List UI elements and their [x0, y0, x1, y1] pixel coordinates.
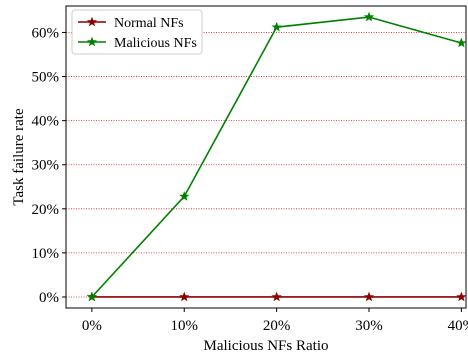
x-axis-ticks: 0% 10% 20% 30% 40% [82, 308, 468, 334]
legend-item: Malicious NFs [78, 36, 197, 51]
x-tick-label: 20% [263, 318, 291, 334]
x-tick-label: 40% [448, 318, 468, 334]
data-point [456, 37, 467, 48]
y-axis-ticks: 0% 10% 20% 30% 40% 50% 60% [32, 25, 66, 306]
y-tick-label: 20% [32, 202, 60, 218]
x-tick-label: 30% [355, 318, 383, 334]
data-point [271, 291, 282, 302]
legend-label: Malicious NFs [114, 36, 197, 51]
data-point [363, 291, 375, 302]
data-point [271, 21, 282, 32]
plot-frame [65, 5, 467, 309]
legend-box [71, 9, 203, 55]
y-tick-label: 10% [32, 246, 60, 262]
legend-marker [86, 16, 98, 27]
x-tick-label: 10% [170, 318, 198, 334]
y-tick-label: 40% [32, 114, 60, 130]
data-point [179, 291, 190, 302]
series-layer [86, 11, 467, 302]
y-tick-label: 0% [39, 290, 59, 306]
x-axis-label: Malicious NFs Ratio [203, 338, 328, 354]
series-line [91, 16, 462, 298]
y-tick-label: 60% [32, 25, 60, 41]
data-point [86, 291, 97, 302]
series-malicious-nfs [86, 11, 467, 302]
series-normal-nfs [86, 291, 467, 302]
legend-marker [86, 36, 98, 47]
data-point [179, 191, 190, 201]
data-point [363, 11, 375, 22]
x-tick-label: 0% [82, 318, 102, 334]
data-point [456, 291, 467, 302]
legend-item: Normal NFs [78, 16, 184, 31]
legend: Normal NFs Malicious NFs [71, 9, 203, 55]
grid-lines [66, 32, 466, 298]
y-tick-label: 50% [32, 70, 60, 86]
y-axis-label: Task failure rate [11, 108, 27, 206]
legend-label: Normal NFs [114, 16, 184, 31]
y-tick-label: 30% [32, 158, 60, 174]
